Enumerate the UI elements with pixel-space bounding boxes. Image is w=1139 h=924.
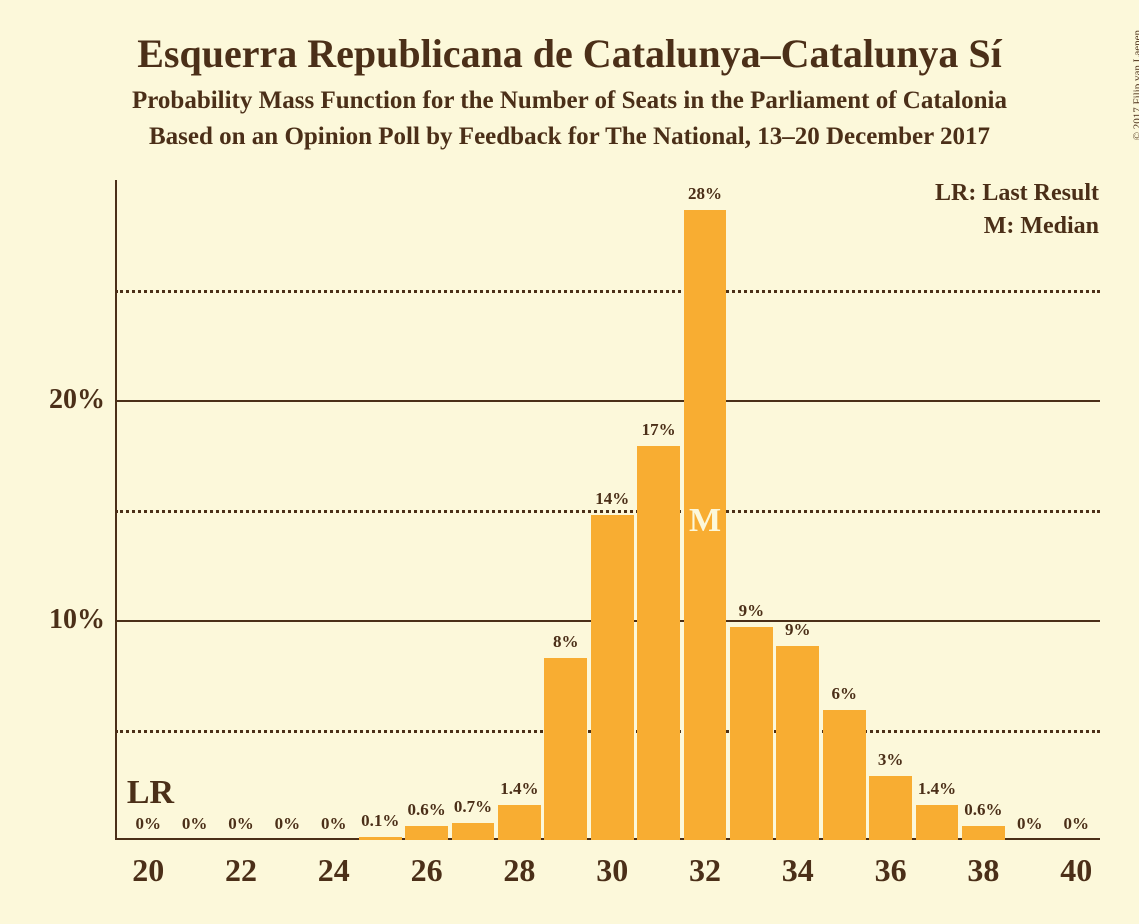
bar	[916, 805, 959, 840]
x-tick-label: 30	[596, 852, 628, 889]
m-marker: M	[689, 502, 721, 540]
bar-value-label: 9%	[785, 620, 811, 640]
x-tick-label: 22	[225, 852, 257, 889]
bar-value-label: 0%	[275, 814, 301, 834]
bar	[498, 805, 541, 840]
bar	[359, 837, 402, 840]
bar-value-label: 0%	[321, 814, 347, 834]
x-tick-label: 20	[132, 852, 164, 889]
chart-subtitle-2: Based on an Opinion Poll by Feedback for…	[30, 123, 1109, 151]
bar	[405, 826, 448, 840]
bar-value-label: 0.7%	[454, 797, 492, 817]
bar	[962, 826, 1005, 840]
chart-subtitle-1: Probability Mass Function for the Number…	[30, 87, 1109, 115]
bar-value-label: 0%	[1017, 814, 1043, 834]
bar-value-label: 6%	[831, 684, 857, 704]
bar-value-label: 0%	[135, 814, 161, 834]
x-tick-label: 34	[782, 852, 814, 889]
bar	[544, 658, 587, 840]
y-tick-label: 10%	[49, 604, 105, 636]
chart-title: Esquerra Republicana de Catalunya–Catalu…	[30, 30, 1109, 77]
x-tick-label: 24	[318, 852, 350, 889]
bar	[637, 446, 680, 840]
bars-group	[115, 180, 1100, 840]
bar-value-label: 0%	[182, 814, 208, 834]
bar-value-label: 3%	[878, 750, 904, 770]
lr-marker: LR	[127, 774, 174, 812]
bar-value-label: 0%	[1063, 814, 1089, 834]
bar-value-label: 9%	[739, 601, 765, 621]
bar	[591, 515, 634, 840]
x-tick-label: 36	[875, 852, 907, 889]
y-tick-label: 20%	[49, 384, 105, 416]
chart-container: Esquerra Republicana de Catalunya–Catalu…	[0, 0, 1139, 924]
bar-value-label: 0.1%	[361, 811, 399, 831]
bar-value-label: 0.6%	[964, 800, 1002, 820]
bar-value-label: 28%	[688, 184, 722, 204]
x-tick-label: 32	[689, 852, 721, 889]
bar	[869, 776, 912, 840]
bar-value-label: 0.6%	[407, 800, 445, 820]
x-tick-label: 28	[503, 852, 535, 889]
bar-value-label: 8%	[553, 632, 579, 652]
copyright: © 2017 Filip van Laenen	[1131, 30, 1139, 140]
plot-area: 10%20% 0%0%0%0%0%0.1%0.6%0.7%1.4%8%14%17…	[115, 180, 1100, 840]
bar-value-label: 1.4%	[500, 779, 538, 799]
bar-value-label: 14%	[595, 489, 629, 509]
bar	[730, 627, 773, 840]
bar-value-label: 1.4%	[918, 779, 956, 799]
bar	[776, 646, 819, 840]
bar	[452, 823, 495, 840]
x-tick-label: 26	[411, 852, 443, 889]
x-tick-label: 38	[967, 852, 999, 889]
bar	[823, 710, 866, 840]
x-tick-label: 40	[1060, 852, 1092, 889]
bar-value-label: 0%	[228, 814, 254, 834]
bar-value-label: 17%	[642, 420, 676, 440]
